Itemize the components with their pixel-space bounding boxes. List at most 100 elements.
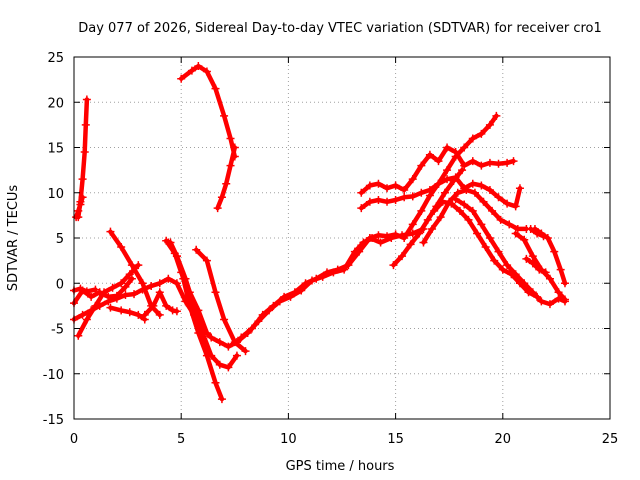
- y-tick-label: 20: [47, 96, 64, 111]
- data-point: [485, 120, 494, 129]
- data-point: [481, 243, 490, 252]
- series-arc10: [106, 303, 149, 324]
- data-point: [350, 247, 359, 256]
- data-point: [78, 193, 87, 202]
- series-arc17: [232, 234, 377, 347]
- series-arc24: [451, 195, 569, 309]
- data-point: [468, 179, 477, 188]
- data-point: [226, 161, 235, 170]
- data-point: [494, 247, 503, 256]
- data-point: [485, 186, 494, 195]
- data-point: [496, 215, 505, 224]
- data-point: [112, 294, 121, 303]
- data-point: [329, 268, 338, 277]
- data-point: [503, 261, 512, 270]
- data-point: [155, 310, 164, 319]
- data-point: [477, 129, 486, 138]
- data-point: [192, 245, 201, 254]
- data-point: [202, 256, 211, 265]
- data-point: [357, 188, 366, 197]
- data-point: [117, 306, 126, 315]
- data-point: [406, 240, 415, 249]
- data-point: [318, 272, 327, 281]
- data-point: [72, 213, 81, 222]
- x-tick-label: 10: [280, 432, 297, 447]
- y-tick-label: 0: [56, 277, 64, 292]
- data-point: [453, 188, 462, 197]
- data-point: [155, 279, 164, 288]
- data-point: [254, 317, 263, 326]
- y-tick-label: 5: [56, 232, 64, 247]
- series-line: [524, 256, 548, 275]
- data-point: [522, 254, 531, 263]
- y-tick-label: -15: [43, 413, 64, 428]
- series-line: [215, 145, 238, 211]
- data-point: [125, 308, 134, 317]
- data-point: [391, 195, 400, 204]
- data-point: [498, 265, 507, 274]
- grid: [74, 57, 610, 419]
- x-axis-label: GPS time / hours: [286, 459, 395, 474]
- x-tick-label: 0: [70, 432, 78, 447]
- data-point: [509, 157, 518, 166]
- series-arc26: [522, 254, 550, 277]
- data-point: [220, 111, 229, 120]
- data-point: [147, 281, 156, 290]
- data-point: [515, 184, 524, 193]
- data-point: [526, 224, 535, 233]
- data-point: [436, 213, 445, 222]
- series-line: [234, 235, 375, 345]
- data-point: [535, 265, 544, 274]
- series-line: [76, 262, 141, 338]
- data-point: [389, 261, 398, 270]
- data-point: [207, 333, 216, 342]
- data-point: [408, 220, 417, 229]
- data-point: [177, 74, 186, 83]
- data-point: [425, 186, 434, 195]
- data-point: [485, 234, 494, 242]
- data-point: [485, 158, 494, 167]
- data-point: [490, 256, 499, 265]
- data-point: [408, 175, 417, 184]
- y-tick-label: 25: [47, 51, 64, 66]
- data-point: [492, 111, 501, 120]
- data-point: [462, 186, 471, 195]
- data-point: [215, 360, 224, 369]
- data-point: [202, 351, 211, 360]
- data-point: [460, 161, 469, 170]
- data-point: [376, 238, 385, 247]
- data-point: [220, 315, 229, 324]
- series-arc28: [526, 224, 548, 241]
- series-line: [238, 226, 426, 340]
- data-point: [554, 288, 563, 297]
- data-point: [224, 363, 233, 372]
- data-point: [511, 229, 520, 238]
- data-point: [91, 285, 100, 294]
- data-point: [185, 288, 194, 297]
- data-point: [464, 215, 473, 224]
- data-point: [232, 338, 241, 347]
- series-line: [453, 196, 568, 307]
- data-point: [202, 329, 211, 338]
- data-point: [149, 301, 158, 310]
- data-point: [230, 143, 239, 152]
- series-arc19: [357, 143, 518, 197]
- data-point: [217, 395, 226, 404]
- series-arc2: [72, 193, 87, 222]
- data-point: [194, 329, 203, 338]
- data-point: [470, 188, 479, 197]
- data-point: [168, 306, 177, 315]
- data-point: [374, 231, 383, 240]
- data-point: [211, 378, 220, 387]
- chart-title: Day 077 of 2026, Sidereal Day-to-day VTE…: [78, 21, 602, 36]
- data-point: [477, 181, 486, 190]
- series-line: [73, 195, 85, 220]
- data-point: [425, 150, 434, 159]
- data-point: [528, 252, 537, 261]
- data-point: [241, 347, 250, 356]
- data-point: [172, 307, 181, 316]
- x-tick-label: 20: [495, 432, 512, 447]
- data-point: [458, 166, 467, 175]
- data-point: [82, 95, 91, 104]
